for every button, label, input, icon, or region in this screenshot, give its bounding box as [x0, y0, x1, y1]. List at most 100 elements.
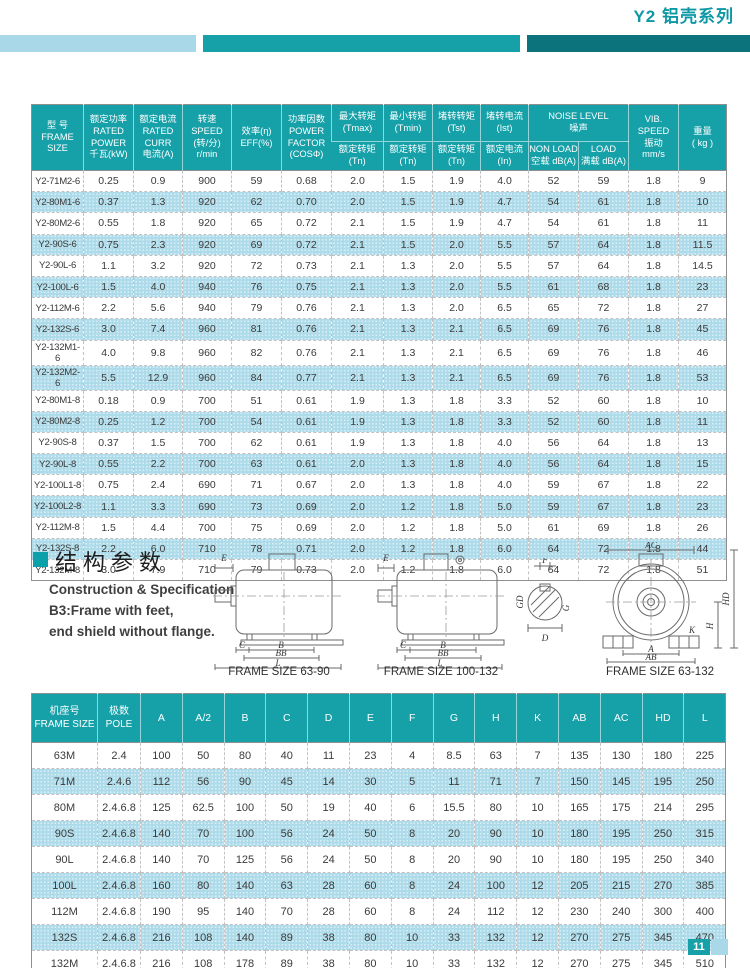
table-row: Y2-80M1-6 0.37 1.3 920 62 0.70 2.0 1.5 1.9 4.7 54 6… — [31, 191, 727, 214]
table-cell: 63 — [265, 872, 309, 899]
table-cell: 145 — [599, 768, 643, 795]
table-cell: 14.5 — [678, 254, 727, 277]
table-cell: 0.68 — [281, 169, 332, 193]
col-dim-hd: HD — [641, 693, 684, 743]
table-cell: 1.8 — [432, 453, 481, 476]
table-cell: 1.9 — [432, 191, 481, 214]
table-cell: 2.1 — [331, 364, 384, 391]
table-cell: 1.5 — [383, 233, 433, 256]
decor-bar-teal-segment — [203, 35, 520, 52]
table-cell: 400 — [683, 898, 727, 925]
table-cell: 5.5 — [480, 275, 529, 299]
col-rated-current: 额定电流 RATED CURR 电流(A) — [133, 104, 183, 171]
caption-frame-63-90: FRAME SIZE 63-90 — [228, 666, 330, 678]
table-cell: 15.5 — [432, 794, 476, 821]
decor-bar-light-segment — [0, 35, 196, 52]
table-cell: 2.0 — [432, 297, 481, 320]
spec-table: 型 号 FRAME SIZE 额定功率 RATED POWER 千瓦(kW) 额… — [31, 104, 727, 582]
table-cell: 1.8 — [628, 495, 679, 518]
table-cell: 8 — [390, 846, 434, 873]
table-cell: 2.1 — [331, 339, 384, 366]
col-noise-no-load: NON LOAD 空载 dB(A) — [528, 141, 579, 171]
table-cell: Y2-132M2-6 — [31, 364, 84, 391]
table-cell: 19 — [307, 794, 350, 821]
table-cell: 112M — [31, 898, 98, 925]
decor-bar-dark-segment — [527, 35, 750, 52]
table-cell: 690 — [182, 495, 232, 518]
table-cell: 24 — [307, 820, 350, 847]
col-tmin-bottom: 额定转矩 (Tn) — [383, 141, 433, 171]
table-cell: 67 — [578, 474, 629, 497]
dim-label-g: G — [561, 604, 571, 611]
table-row: 90S 2.4.6.8 140 70 100 56 24 50 8 20 90 10 180 195 250… — [31, 820, 727, 847]
table-cell: 59 — [231, 169, 282, 193]
table-cell: 54 — [528, 191, 579, 214]
table-row: Y2-112M-6 2.2 5.6 940 79 0.76 2.1 1.3 2.0 6.5 65 72… — [31, 297, 727, 320]
table-cell: 140 — [223, 898, 267, 925]
table-cell: 7 — [516, 742, 559, 769]
table-cell: 5.5 — [480, 254, 529, 277]
table-cell: 132S — [31, 924, 98, 951]
dim-label-ab: AB — [645, 652, 657, 662]
table-cell: 1.8 — [133, 212, 183, 235]
table-cell: 80 — [181, 872, 225, 899]
table-cell: 2.4.6.8 — [97, 820, 141, 847]
drawing-side-view-63-90: E C B BB L — [213, 548, 345, 672]
table-cell: Y2-90L-8 — [31, 453, 84, 476]
table-row: 100L 2.4.6.8 160 80 140 63 28 60 8 24 100 12 205 215 2… — [31, 872, 727, 899]
page-number: 11 — [688, 939, 710, 955]
table-cell: 57 — [528, 233, 579, 256]
table-cell: 345 — [641, 950, 685, 968]
table-cell: 52 — [528, 410, 579, 433]
table-cell: 56 — [528, 431, 579, 455]
table-cell: 23 — [678, 495, 727, 518]
table-cell: 6.0 — [480, 537, 529, 561]
table-cell: 4.0 — [480, 453, 529, 476]
table-cell: 10 — [678, 191, 727, 214]
table-cell: Y2-100L1-8 — [31, 474, 84, 497]
table-cell: 140 — [223, 924, 267, 951]
col-ist-bottom: 额定电流 (In) — [480, 141, 529, 171]
table-cell: 2.2 — [133, 453, 183, 476]
table-cell: 205 — [557, 872, 601, 899]
table-cell: 1.1 — [83, 254, 134, 277]
table-cell: 250 — [683, 768, 727, 795]
table-cell: 63 — [231, 453, 282, 476]
page-number-block: 11 — [688, 939, 728, 955]
dim-label-f: F — [541, 558, 548, 565]
table-cell: 4.0 — [480, 431, 529, 455]
table-cell: 28 — [307, 898, 350, 925]
table-cell: Y2-100L2-8 — [31, 495, 84, 518]
table-cell: 2.2 — [83, 537, 134, 561]
table-cell: 59 — [578, 169, 629, 193]
table-cell: 385 — [683, 872, 727, 899]
construction-section: 结构参数 Construction & Specification B3:Fra… — [0, 540, 750, 693]
table-cell: 52 — [528, 169, 579, 193]
table-cell: 56 — [181, 768, 225, 795]
table-cell: 69 — [578, 516, 629, 539]
table-cell: 215 — [599, 872, 643, 899]
table-cell: 80 — [474, 794, 518, 821]
table-cell: 1.8 — [628, 254, 679, 277]
table-cell: 1.2 — [383, 495, 433, 518]
table-cell: 3.3 — [480, 389, 529, 412]
table-cell: 70 — [265, 898, 309, 925]
page-number-accent — [711, 939, 728, 955]
table-cell: 1.8 — [628, 364, 679, 391]
table-cell: 80 — [348, 924, 392, 951]
col-dim-f: F — [390, 693, 434, 743]
table-cell: 10 — [516, 794, 559, 821]
decor-bar — [0, 35, 750, 52]
table-cell: 270 — [557, 950, 601, 968]
dim-label-h: H — [705, 622, 715, 630]
table-cell: 1.8 — [628, 275, 679, 299]
table-cell: 10 — [390, 924, 434, 951]
col-dim-b: B — [223, 693, 266, 743]
dim-label-bb: BB — [438, 648, 449, 658]
col-vibration: VIB. SPEED 振动 mm/s — [628, 104, 679, 171]
table-cell: 125 — [223, 846, 267, 873]
table-cell: 4.7 — [480, 191, 529, 214]
table-cell: 76 — [578, 364, 629, 391]
table-cell: 1.3 — [383, 254, 433, 277]
table-cell: Y2-80M2-6 — [31, 212, 84, 235]
